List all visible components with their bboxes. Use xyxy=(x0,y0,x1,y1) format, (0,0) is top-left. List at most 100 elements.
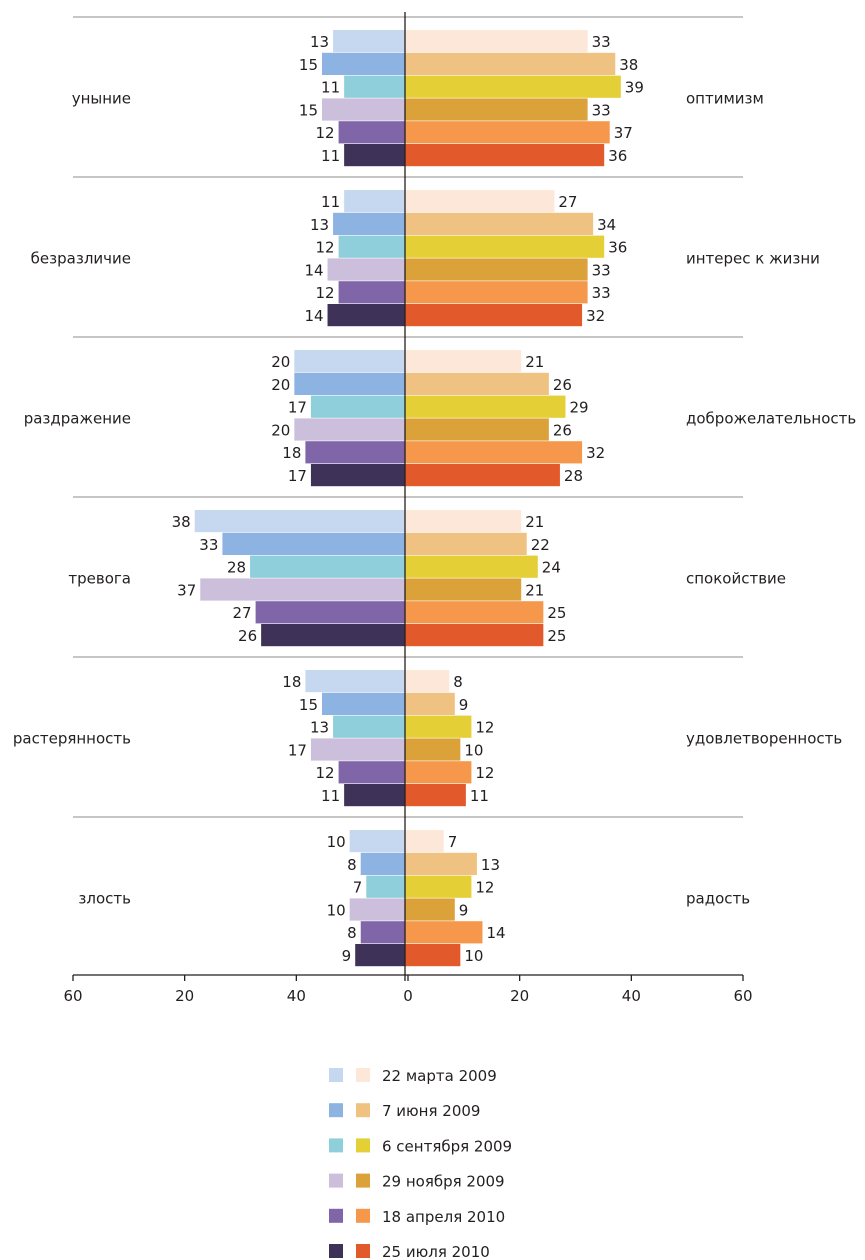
value-label-left: 17 xyxy=(288,741,307,759)
bar-left xyxy=(255,601,405,624)
legend-swatch-left xyxy=(329,1208,343,1223)
bar-right xyxy=(405,75,621,98)
bar-right xyxy=(405,944,461,967)
bar-left xyxy=(366,875,405,898)
value-label-left: 10 xyxy=(327,901,346,919)
value-label-right: 21 xyxy=(525,513,544,531)
legend-label: 7 июня 2009 xyxy=(382,1102,480,1120)
value-label-right: 12 xyxy=(475,879,494,897)
bar-left xyxy=(360,921,405,944)
value-label-right: 33 xyxy=(592,101,611,119)
category-label-left: растерянность xyxy=(13,729,131,747)
bar-right xyxy=(405,555,538,578)
bar-left xyxy=(261,624,405,647)
legend-swatch-left xyxy=(329,1173,343,1188)
bar-right xyxy=(405,510,522,533)
bar-left xyxy=(338,281,405,304)
value-label-right: 9 xyxy=(459,901,469,919)
bar-left xyxy=(338,235,405,258)
x-tick-label: 0 xyxy=(403,987,413,1005)
category-label-right: доброжелательность xyxy=(686,409,856,427)
bar-left xyxy=(338,121,405,144)
category-label-right: радость xyxy=(686,889,750,907)
bar-right xyxy=(405,464,560,487)
bar-left xyxy=(327,258,405,281)
bar-right xyxy=(405,852,477,875)
legend-label: 18 апреля 2010 xyxy=(382,1208,505,1226)
value-label-left: 13 xyxy=(310,216,329,234)
bar-left xyxy=(294,418,405,441)
bar-left xyxy=(200,578,405,601)
bar-right xyxy=(405,441,583,464)
value-label-right: 12 xyxy=(475,764,494,782)
value-label-right: 7 xyxy=(448,833,458,851)
legend-swatch-left xyxy=(329,1138,343,1153)
bar-right xyxy=(405,350,522,373)
bar-right xyxy=(405,830,444,853)
legend-swatch-left xyxy=(329,1103,343,1118)
category-label-left: раздражение xyxy=(24,409,131,427)
bar-left xyxy=(344,75,405,98)
value-label-right: 27 xyxy=(558,193,577,211)
bar-left xyxy=(333,30,405,53)
bar-left xyxy=(360,852,405,875)
value-label-right: 26 xyxy=(553,376,572,394)
value-label-left: 27 xyxy=(233,604,252,622)
value-label-right: 36 xyxy=(608,239,627,257)
bar-left xyxy=(349,898,405,921)
bar-right xyxy=(405,761,472,784)
value-label-right: 26 xyxy=(553,421,572,439)
bar-right xyxy=(405,784,466,807)
bar-left xyxy=(344,784,405,807)
x-tick-label: 40 xyxy=(622,987,641,1005)
bar-left xyxy=(194,510,405,533)
value-label-right: 37 xyxy=(614,124,633,142)
x-tick-label: 60 xyxy=(63,987,82,1005)
value-label-left: 7 xyxy=(353,879,363,897)
bar-right xyxy=(405,258,588,281)
value-label-left: 20 xyxy=(271,376,290,394)
value-label-left: 17 xyxy=(288,399,307,417)
x-tick-label: 40 xyxy=(287,987,306,1005)
bar-right xyxy=(405,30,588,53)
value-label-right: 29 xyxy=(569,399,588,417)
category-label-left: безразличие xyxy=(31,249,131,267)
value-label-right: 10 xyxy=(464,741,483,759)
legend-swatch-right xyxy=(356,1103,370,1118)
x-tick-label: 60 xyxy=(733,987,752,1005)
bar-left xyxy=(250,555,405,578)
bar-right xyxy=(405,715,472,738)
value-label-left: 8 xyxy=(347,924,357,942)
bar-right xyxy=(405,578,522,601)
value-label-left: 8 xyxy=(347,856,357,874)
category-label-left: злость xyxy=(78,889,131,907)
legend-swatch-right xyxy=(356,1173,370,1188)
value-label-left: 33 xyxy=(199,536,218,554)
bar-right xyxy=(405,532,527,555)
bar-right xyxy=(405,121,610,144)
x-axis: 60 20 40 0 20 40 60 xyxy=(63,12,753,1005)
value-label-right: 32 xyxy=(586,307,605,325)
value-label-left: 20 xyxy=(271,421,290,439)
value-label-right: 36 xyxy=(608,147,627,165)
legend-swatch-right xyxy=(356,1208,370,1223)
value-label-left: 11 xyxy=(321,79,340,97)
value-label-right: 33 xyxy=(592,261,611,279)
value-label-left: 14 xyxy=(304,261,323,279)
bar-right xyxy=(405,875,472,898)
bar-right xyxy=(405,624,544,647)
bar-left xyxy=(338,761,405,784)
value-label-left: 9 xyxy=(342,947,352,965)
legend-label: 22 марта 2009 xyxy=(382,1067,497,1085)
value-label-left: 12 xyxy=(316,764,335,782)
bar-left xyxy=(322,52,405,75)
bar-left xyxy=(355,944,405,967)
legend-swatch-right xyxy=(356,1244,370,1258)
value-label-left: 15 xyxy=(299,696,318,714)
bar-right xyxy=(405,190,555,213)
category-labels: уныние оптимизм безразличие интерес к жизни… xyxy=(13,89,856,907)
value-label-left: 13 xyxy=(310,719,329,737)
value-label-right: 28 xyxy=(564,467,583,485)
category-label-left: тревога xyxy=(68,569,131,587)
bar-left xyxy=(344,144,405,167)
